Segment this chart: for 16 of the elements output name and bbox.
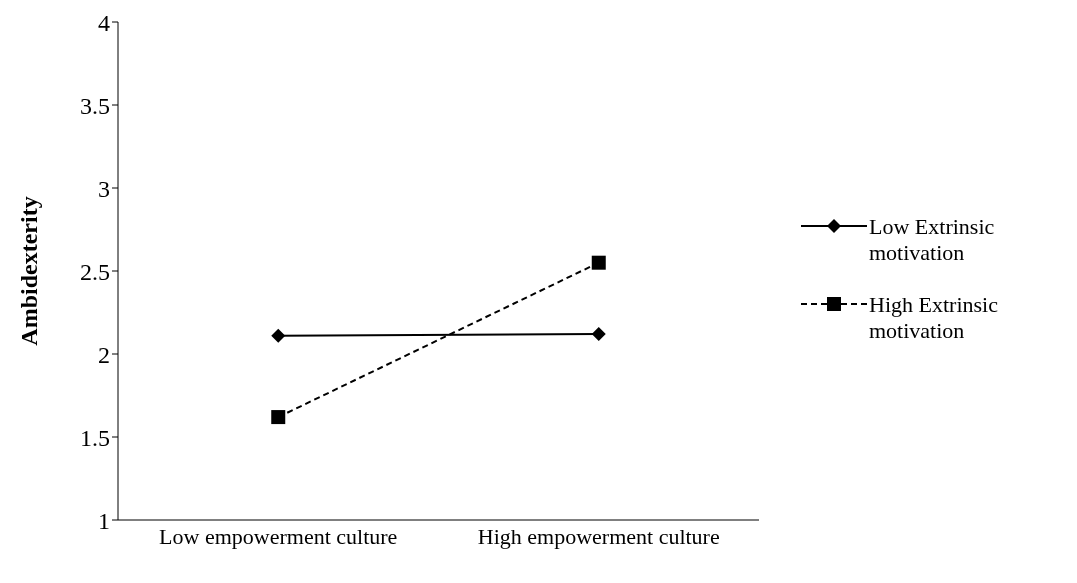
y-tick-label: 4 xyxy=(98,9,110,36)
y-tick-label: 3.5 xyxy=(80,92,110,119)
y-tick-label: 2 xyxy=(98,341,110,368)
y-tick-label: 1.5 xyxy=(80,424,110,451)
x-tick-label: High empowerment culture xyxy=(477,523,720,549)
legend-label: High Extrinsic motivation xyxy=(869,291,999,344)
point xyxy=(271,410,286,425)
point xyxy=(591,255,606,270)
y-tick-label: 3 xyxy=(98,175,110,202)
y-axis-title: Ambidexterity xyxy=(15,196,42,346)
legend-label: Low Extrinsic motivation xyxy=(869,213,996,266)
point xyxy=(591,327,606,342)
y-tick-label: 2.5 xyxy=(80,258,110,285)
point xyxy=(271,328,286,343)
y-tick-label: 1 xyxy=(98,507,110,534)
x-tick-label: Low empowerment culture xyxy=(159,523,398,549)
